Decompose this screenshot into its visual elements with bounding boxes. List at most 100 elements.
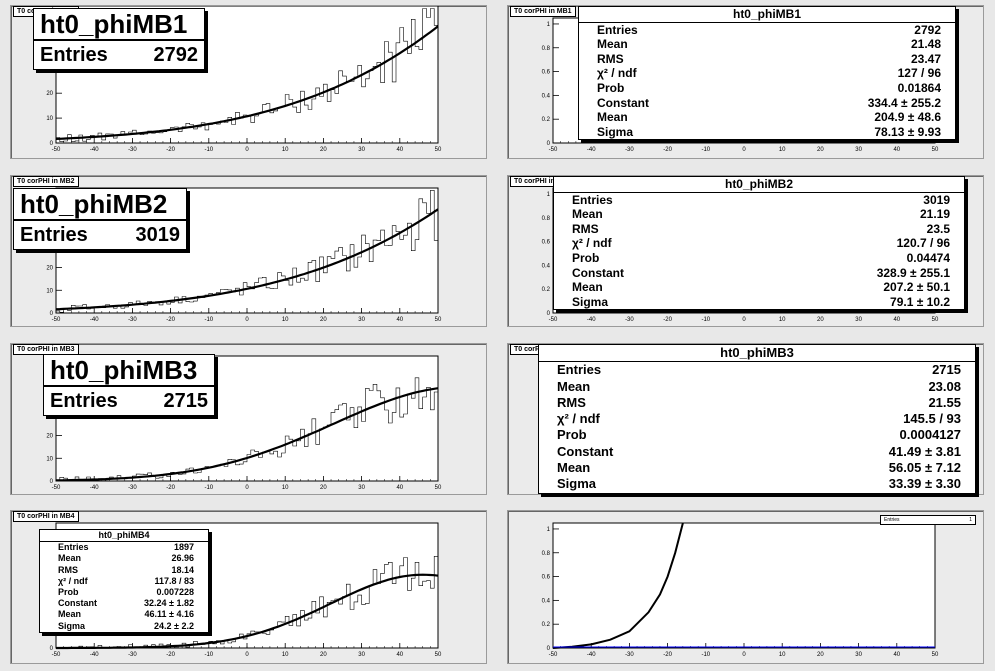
x-tick-label: -40	[90, 652, 99, 658]
x-tick-label: -50	[549, 652, 558, 658]
fit-stats-box: ht0_phiMB4 Entries 1897 Mean 26.96 RMS 18.14 χ²…	[39, 529, 209, 633]
x-tick-label: -50	[549, 317, 558, 323]
fit-stats-row: Mean 207.2 ± 50.1	[554, 280, 964, 295]
x-tick-label: 10	[779, 147, 786, 153]
fit-stats-row: Entries 2792	[579, 23, 955, 38]
x-tick-label: 0	[742, 652, 746, 658]
x-tick-label: -10	[204, 147, 213, 153]
pad-mb1-hist: -50-40-30-20-100102030405001020304050 T0…	[10, 5, 487, 159]
fit-stats-title: ht0_phiMB4	[40, 530, 208, 543]
fit-stats-value: 21.48	[910, 37, 941, 52]
fit-stats-title: ht0_phiMB2	[554, 177, 964, 193]
y-tick-label: 0.8	[542, 551, 551, 557]
stats-value: 3019	[135, 224, 181, 246]
mini-stats-value: 1	[969, 517, 972, 523]
y-tick-label: 0	[547, 311, 551, 317]
x-tick-label: 40	[893, 652, 900, 658]
fit-stats-row: Sigma 24.2 ± 2.2	[40, 621, 208, 632]
fit-stats-row: Mean 56.05 ± 7.12	[539, 460, 975, 476]
fit-stats-row: Prob 0.04474	[554, 251, 964, 266]
fit-stats-label: Sigma	[58, 620, 86, 631]
fit-stats-row: Entries 3019	[554, 193, 964, 208]
fit-stats-label: Constant	[557, 443, 614, 459]
x-tick-label: 0	[245, 652, 249, 658]
fit-stats-label: Entries	[597, 22, 638, 37]
x-tick-label: 30	[358, 317, 365, 323]
fit-stats-value: 21.19	[919, 207, 950, 222]
x-tick-label: 20	[817, 652, 824, 658]
pad-mb3-fit: -50-40-30-20-100102030405000.20.40.60.81…	[507, 343, 984, 495]
pad-empty-fit: -50 -40 -30 -20 -10 0 10 20 30 40 50 0 0.2 0.4 0.6 0.8 1…	[507, 510, 984, 664]
x-tick-label: 10	[282, 485, 289, 491]
x-tick-label: 10	[779, 317, 786, 323]
x-tick-label: -30	[128, 147, 137, 153]
x-tick-label: 50	[435, 147, 442, 153]
x-tick-label: 20	[320, 317, 327, 323]
fit-stats-label: Mean	[58, 609, 82, 620]
fit-stats-label: Entries	[557, 362, 602, 378]
x-tick-label: -30	[128, 317, 137, 323]
x-tick-label: -20	[663, 147, 672, 153]
x-tick-label: 20	[320, 652, 327, 658]
fit-stats-label: Prob	[58, 587, 79, 598]
x-tick-label: -40	[587, 317, 596, 323]
x-tick-label: -20	[166, 147, 175, 153]
fit-stats-row: χ² / ndf 127 / 96	[579, 66, 955, 81]
fit-stats-label: Constant	[572, 265, 624, 280]
y-tick-label: 0.8	[542, 46, 551, 52]
fit-stats-value: 78.13 ± 9.93	[874, 124, 941, 139]
stats-value: 2715	[163, 390, 209, 412]
fit-stats-row: Mean 204.9 ± 48.6	[579, 110, 955, 125]
fit-stats-box: ht0_phiMB3 Entries 2715 Mean 23.08 RMS 21.55 χ²…	[538, 344, 976, 494]
y-tick-label: 1	[547, 192, 551, 198]
fit-stats-label: Entries	[572, 192, 613, 207]
fit-stats-value: 23.5	[926, 221, 950, 236]
x-tick-label: 30	[358, 652, 365, 658]
x-tick-label: -30	[625, 652, 634, 658]
x-tick-label: 30	[855, 317, 862, 323]
fit-stats-label: Constant	[58, 598, 97, 609]
fit-stats-row: Prob 0.0004127	[539, 427, 975, 443]
x-tick-label: 40	[396, 147, 403, 153]
x-tick-label: -10	[204, 652, 213, 658]
fit-stats-row: Sigma 33.39 ± 3.30	[539, 476, 975, 492]
chart-empty-fit: -50 -40 -30 -20 -10 0 10 20 30 40 50 0 0.2 0.4 0.6 0.8 1	[542, 522, 939, 658]
x-tick-label: 50	[435, 652, 442, 658]
x-tick-label: -20	[166, 317, 175, 323]
x-tick-label: 10	[282, 317, 289, 323]
fit-curve	[55, 25, 439, 140]
fit-stats-row: Constant 32.24 ± 1.82	[40, 598, 208, 609]
fit-stats-value: 24.2 ± 2.2	[154, 620, 194, 631]
y-tick-label: 0.2	[542, 622, 551, 628]
fit-curve	[552, 522, 684, 649]
x-tick-label: -20	[663, 652, 672, 658]
pad-mb2-fit: -50 -40 -30 -20 -10 0 10 20 30 40 50 0 0.2 0.4 0.6 0.8 1…	[507, 175, 984, 327]
mini-stats-label: Entries	[884, 517, 900, 523]
fit-stats-box: ht0_phiMB1 Entries 2792 Mean 21.48 RMS 23.47 χ²…	[578, 6, 956, 141]
x-tick-label: 0	[742, 147, 746, 153]
fit-stats-value: 23.47	[910, 51, 941, 66]
y-tick-label: 0.4	[542, 598, 551, 604]
x-tick-label: 50	[932, 147, 939, 153]
fit-stats-label: Sigma	[597, 124, 634, 139]
fit-stats-label: RMS	[597, 51, 624, 66]
x-tick-label: -10	[204, 317, 213, 323]
x-tick-label: -30	[625, 147, 634, 153]
x-tick-label: 50	[932, 317, 939, 323]
y-tick-label: 0.6	[542, 575, 551, 581]
y-tick-label: 10	[46, 116, 53, 122]
x-tick-label: -40	[587, 147, 596, 153]
fit-stats-value: 3019	[923, 192, 950, 207]
mini-stats-box: Entries 1	[880, 515, 976, 525]
fit-stats-label: Mean	[572, 280, 603, 295]
x-tick-label: -40	[90, 485, 99, 491]
stats-box: ht0_phiMB2 Entries 3019	[13, 188, 187, 250]
stats-title: ht0_phiMB3	[44, 355, 214, 387]
x-tick-label: 10	[779, 652, 786, 658]
fit-stats-row: Constant 41.49 ± 3.81	[539, 444, 975, 460]
pad-mb3-hist: -50-40-30-20-100102030405001020304050 T0…	[10, 343, 487, 495]
fit-stats-label: Mean	[597, 110, 628, 125]
fit-stats-value: 204.9 ± 48.6	[874, 110, 941, 125]
x-tick-label: -20	[663, 317, 672, 323]
fit-stats-value: 328.9 ± 255.1	[876, 265, 950, 280]
